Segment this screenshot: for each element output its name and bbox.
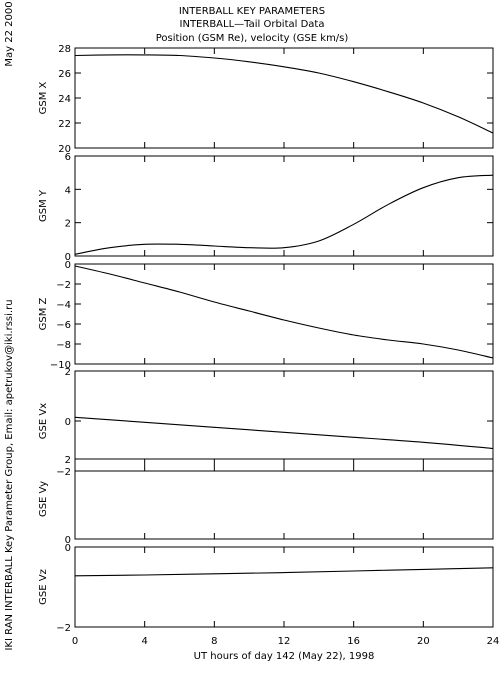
y-tick-label: 4: [65, 185, 71, 196]
y-axis-label: GSM Y: [38, 189, 49, 222]
y-tick-label: −2: [56, 623, 71, 634]
y-tick-label: 24: [58, 94, 71, 105]
panel-frame: [74, 370, 494, 472]
panel-frame: [74, 263, 494, 365]
y-tick-label: 0: [65, 543, 71, 554]
x-axis-label: UT hours of day 142 (May 22), 1998: [194, 651, 375, 662]
chart-title-1: INTERBALL KEY PARAMETERS: [179, 6, 325, 17]
y-tick-label: −4: [56, 300, 71, 311]
y-axis-label: GSE Vx: [38, 403, 49, 439]
y-tick-label: −6: [56, 320, 71, 331]
y-tick-label: 2: [65, 219, 71, 230]
y-tick-label: 0: [65, 535, 71, 546]
panel-frame: [74, 47, 494, 149]
series-line-gsm-x: [74, 54, 494, 134]
x-tick-label: 20: [417, 636, 430, 647]
y-tick-label: 22: [58, 119, 71, 130]
y-axis-label: GSE Vy: [38, 481, 49, 517]
x-tick-label: 8: [211, 636, 217, 647]
series-line-gsm-y: [74, 174, 494, 255]
y-tick-label: −2: [56, 467, 71, 478]
y-tick-label: 26: [58, 69, 71, 80]
y-tick-label: 2: [65, 455, 71, 466]
y-tick-label: −10: [50, 360, 71, 371]
x-tick-label: 12: [278, 636, 291, 647]
panel-frame: [74, 155, 494, 257]
y-tick-label: 2: [65, 367, 71, 378]
y-axis-label: GSE Vz: [38, 569, 49, 605]
y-tick-label: 0: [65, 252, 71, 263]
credit-line: IKI RAN INTERBALL Key Parameter Group, E…: [4, 299, 15, 650]
y-tick-label: 0: [65, 260, 71, 271]
x-tick-label: 4: [141, 636, 147, 647]
y-tick-label: 28: [58, 44, 71, 55]
series-line-gse-vx: [74, 416, 494, 450]
x-tick-label: 0: [72, 636, 78, 647]
y-tick-label: 20: [58, 144, 71, 155]
y-tick-label: 6: [65, 152, 71, 163]
panel-frame: [74, 546, 494, 628]
chart-title-2: INTERBALL—Tail Orbital Data: [180, 19, 325, 30]
series-line-gse-vz: [74, 567, 494, 577]
chart-title-3: Position (GSM Re), velocity (GSE km/s): [156, 33, 349, 44]
y-tick-label: −2: [56, 280, 71, 291]
y-axis-label: GSM Z: [38, 297, 49, 330]
series-line-gsm-z: [74, 265, 494, 359]
x-tick-label: 24: [487, 636, 500, 647]
date-stamp: May 22 2000: [4, 1, 15, 66]
y-tick-label: 0: [65, 417, 71, 428]
x-tick-label: 16: [347, 636, 360, 647]
y-axis-label: GSM X: [38, 81, 49, 114]
y-tick-label: −8: [56, 340, 71, 351]
